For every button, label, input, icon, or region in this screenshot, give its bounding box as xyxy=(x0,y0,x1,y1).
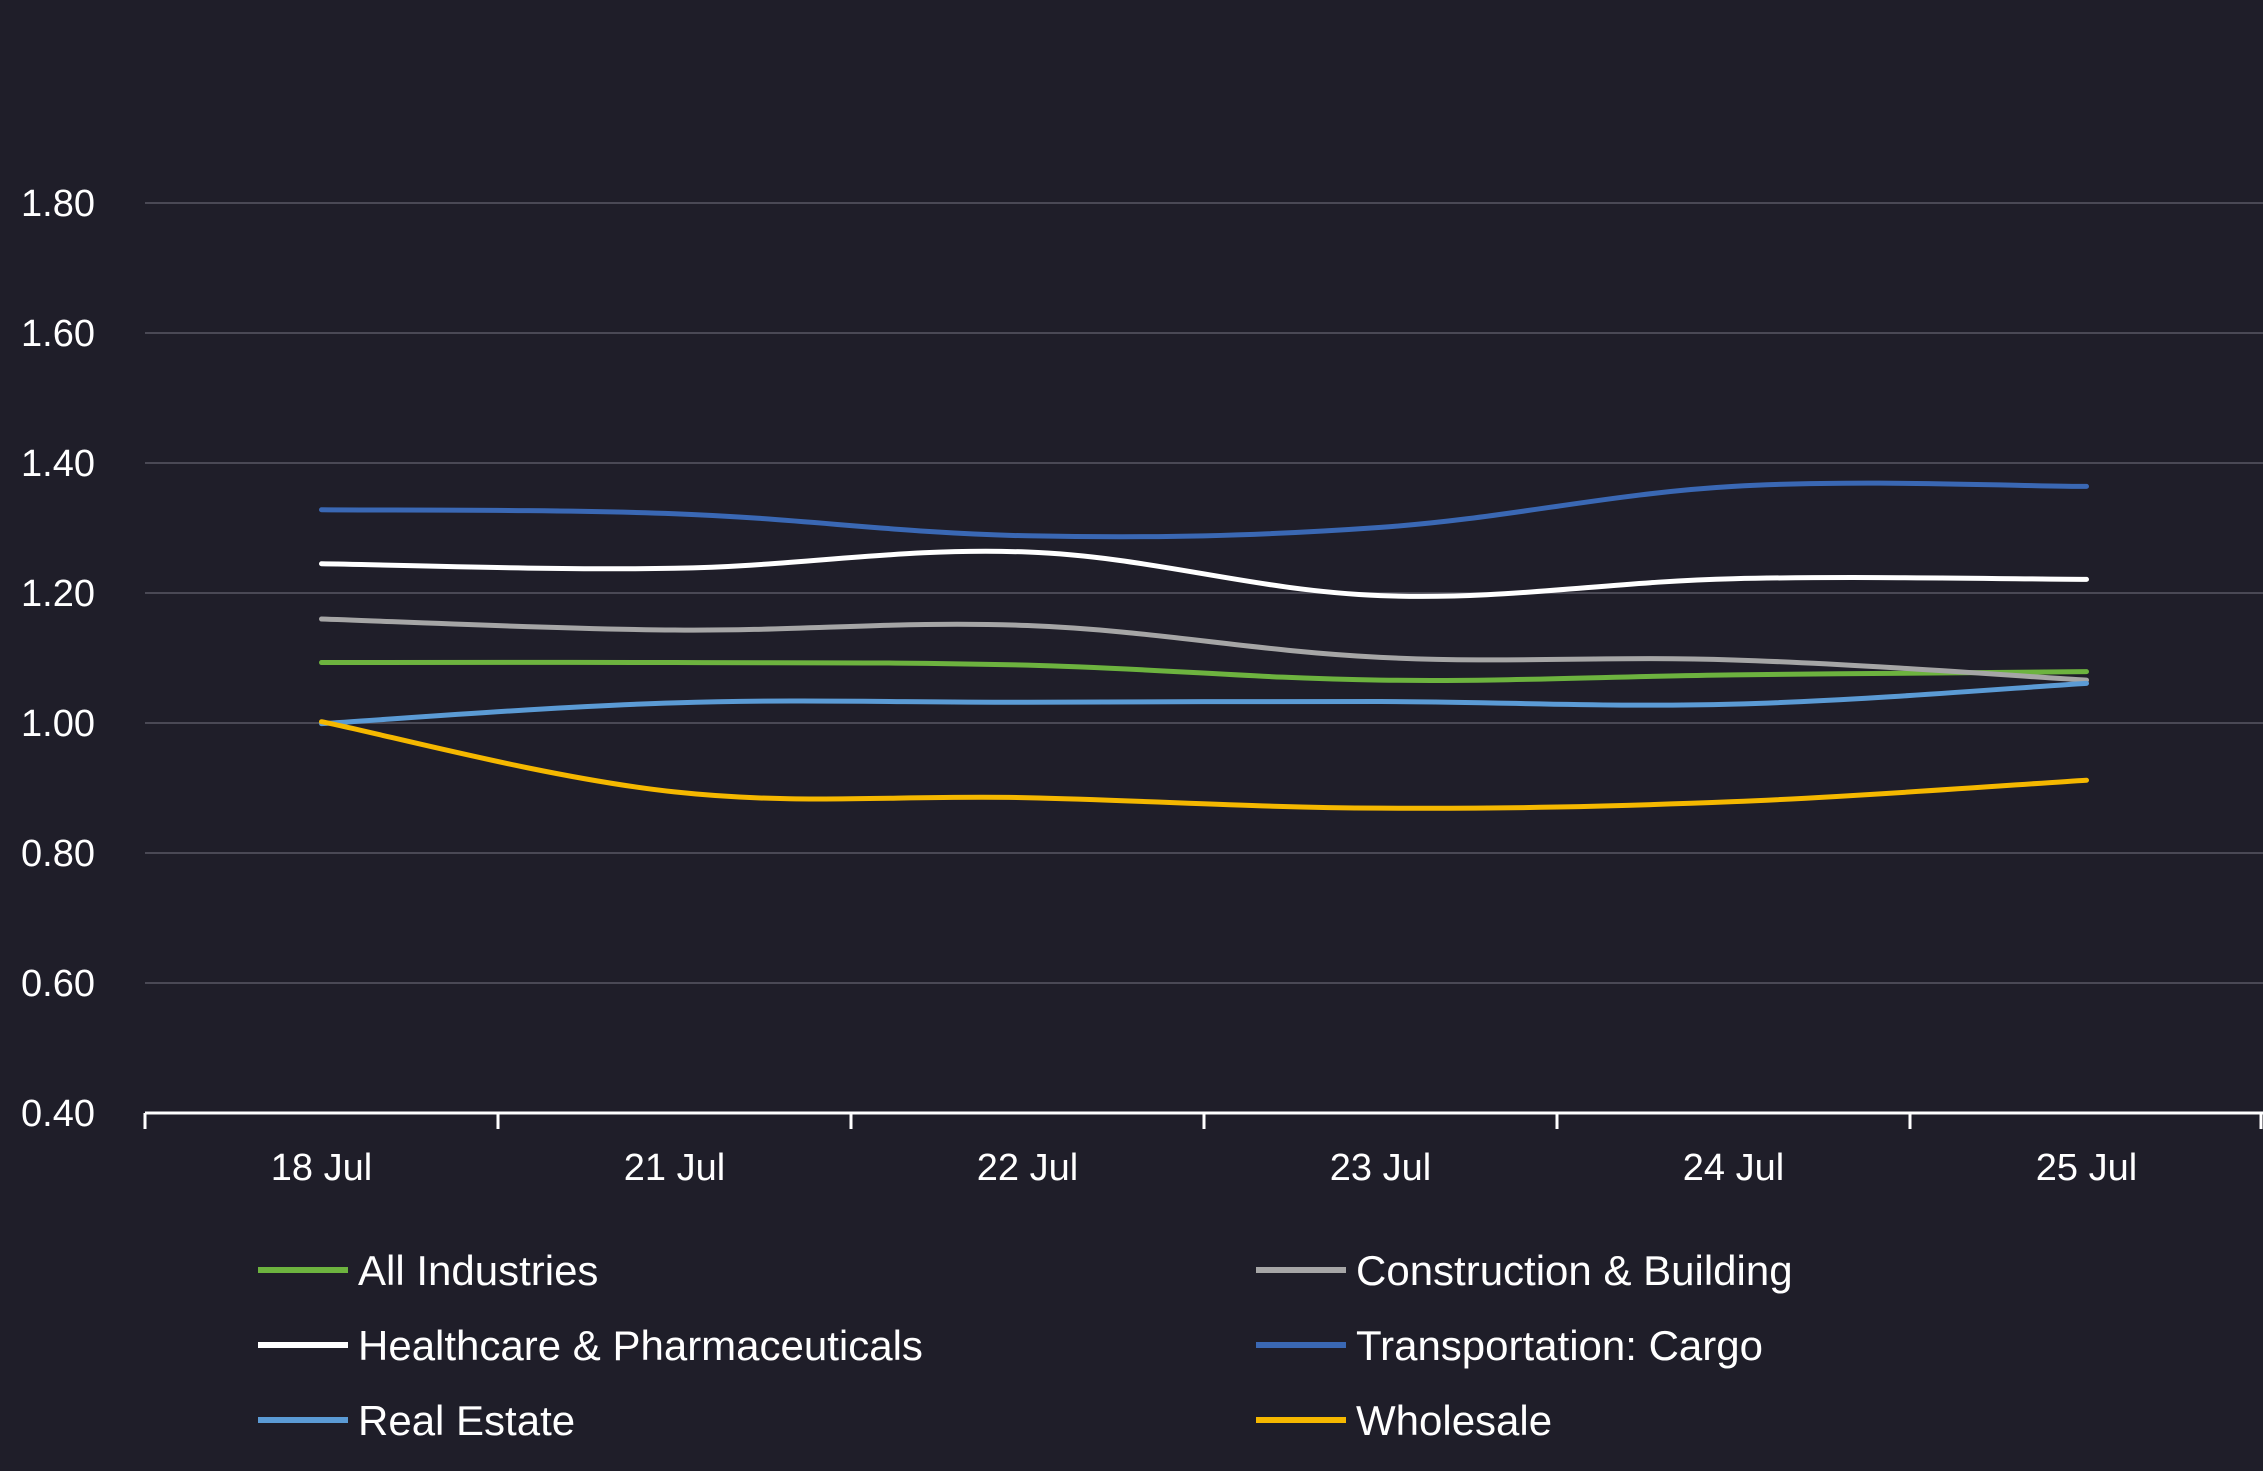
series-line-wholesale xyxy=(319,719,2089,811)
x-tick-label: 18 Jul xyxy=(271,1147,372,1189)
y-tick-label: 1.60 xyxy=(21,313,95,355)
x-tick-label: 22 Jul xyxy=(977,1147,1078,1189)
gridlines xyxy=(145,202,2263,984)
y-tick-label: 1.00 xyxy=(21,703,95,745)
y-tick-label: 0.40 xyxy=(21,1093,95,1135)
legend-label: Construction & Building xyxy=(1356,1247,1793,1294)
series-line-all-industries xyxy=(319,659,2089,683)
series-line-healthcare-pharmaceuticals xyxy=(319,548,2089,599)
y-tick-label: 1.80 xyxy=(21,183,95,225)
y-tick-label: 0.60 xyxy=(21,963,95,1005)
x-tick-label: 25 Jul xyxy=(2036,1147,2137,1189)
legend-label: Real Estate xyxy=(358,1397,575,1444)
series-line-construction-building xyxy=(319,616,2089,683)
y-axis: 0.40 0.60 0.80 1.00 1.20 1.40 1.60 1.80 xyxy=(21,183,95,1135)
x-tick-label: 21 Jul xyxy=(624,1147,725,1189)
series-line-transportation-cargo xyxy=(319,480,2089,540)
legend-label: Healthcare & Pharmaceuticals xyxy=(358,1322,923,1369)
series-lines xyxy=(319,480,2089,811)
legend-label: Wholesale xyxy=(1356,1397,1552,1444)
legend-label: Transportation: Cargo xyxy=(1356,1322,1763,1369)
y-tick-label: 1.20 xyxy=(21,573,95,615)
legend: All Industries Construction & Building Hea… xyxy=(258,1247,1793,1444)
series-line-real-estate xyxy=(319,680,2089,727)
x-tick-label: 23 Jul xyxy=(1330,1147,1431,1189)
legend-label: All Industries xyxy=(358,1247,598,1294)
y-tick-label: 1.40 xyxy=(21,443,95,485)
x-axis: 18 Jul 21 Jul 22 Jul 23 Jul 24 Jul 25 Jul xyxy=(143,1111,2263,1189)
x-tick-label: 24 Jul xyxy=(1683,1147,1784,1189)
y-tick-label: 0.80 xyxy=(21,833,95,875)
